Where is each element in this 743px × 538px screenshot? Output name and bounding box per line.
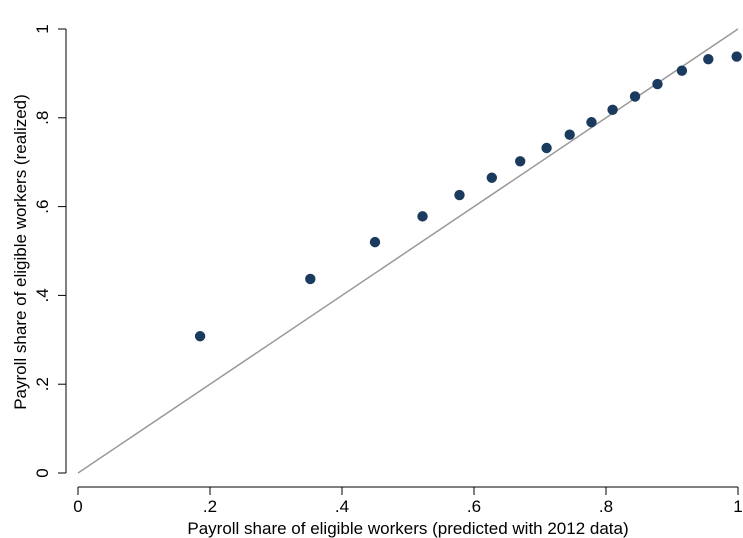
x-tick-label: .8: [599, 497, 613, 516]
data-point: [417, 211, 428, 222]
x-tick-label: 1: [733, 497, 742, 516]
x-tick-label: .6: [467, 497, 481, 516]
x-tick-label: .2: [203, 497, 217, 516]
data-point: [586, 117, 597, 128]
y-tick-label: .4: [33, 288, 52, 302]
data-point: [703, 53, 714, 65]
data-point: [454, 189, 465, 201]
y-axis-title: Payroll share of eligible workers (reali…: [11, 94, 30, 410]
data-point: [676, 65, 688, 76]
data-point: [629, 91, 641, 102]
y-tick-label: .8: [33, 111, 52, 125]
y-tick-label: .6: [33, 200, 52, 214]
reference-line-45deg: [77, 28, 739, 474]
data-point: [731, 51, 742, 62]
data-point: [369, 236, 381, 248]
x-axis: 0 .2 .4 .6 .8 1: [73, 486, 743, 516]
y-tick-label: .2: [33, 377, 52, 391]
y-axis: 0 .2 .4 .6 .8 1: [33, 24, 67, 478]
data-point: [541, 142, 552, 154]
data-point: [194, 331, 206, 342]
x-axis-title: Payroll share of eligible workers (predi…: [187, 519, 628, 538]
data-point: [564, 129, 575, 140]
data-point: [486, 172, 498, 183]
y-tick-label: 1: [33, 24, 52, 33]
data-point: [607, 104, 618, 116]
data-point: [652, 78, 663, 90]
x-tick-label: 0: [73, 497, 82, 516]
plot-area: [77, 28, 742, 474]
data-point: [515, 156, 526, 167]
x-tick-label: .4: [335, 497, 349, 516]
data-point: [305, 273, 316, 285]
y-tick-label: 0: [33, 468, 52, 477]
